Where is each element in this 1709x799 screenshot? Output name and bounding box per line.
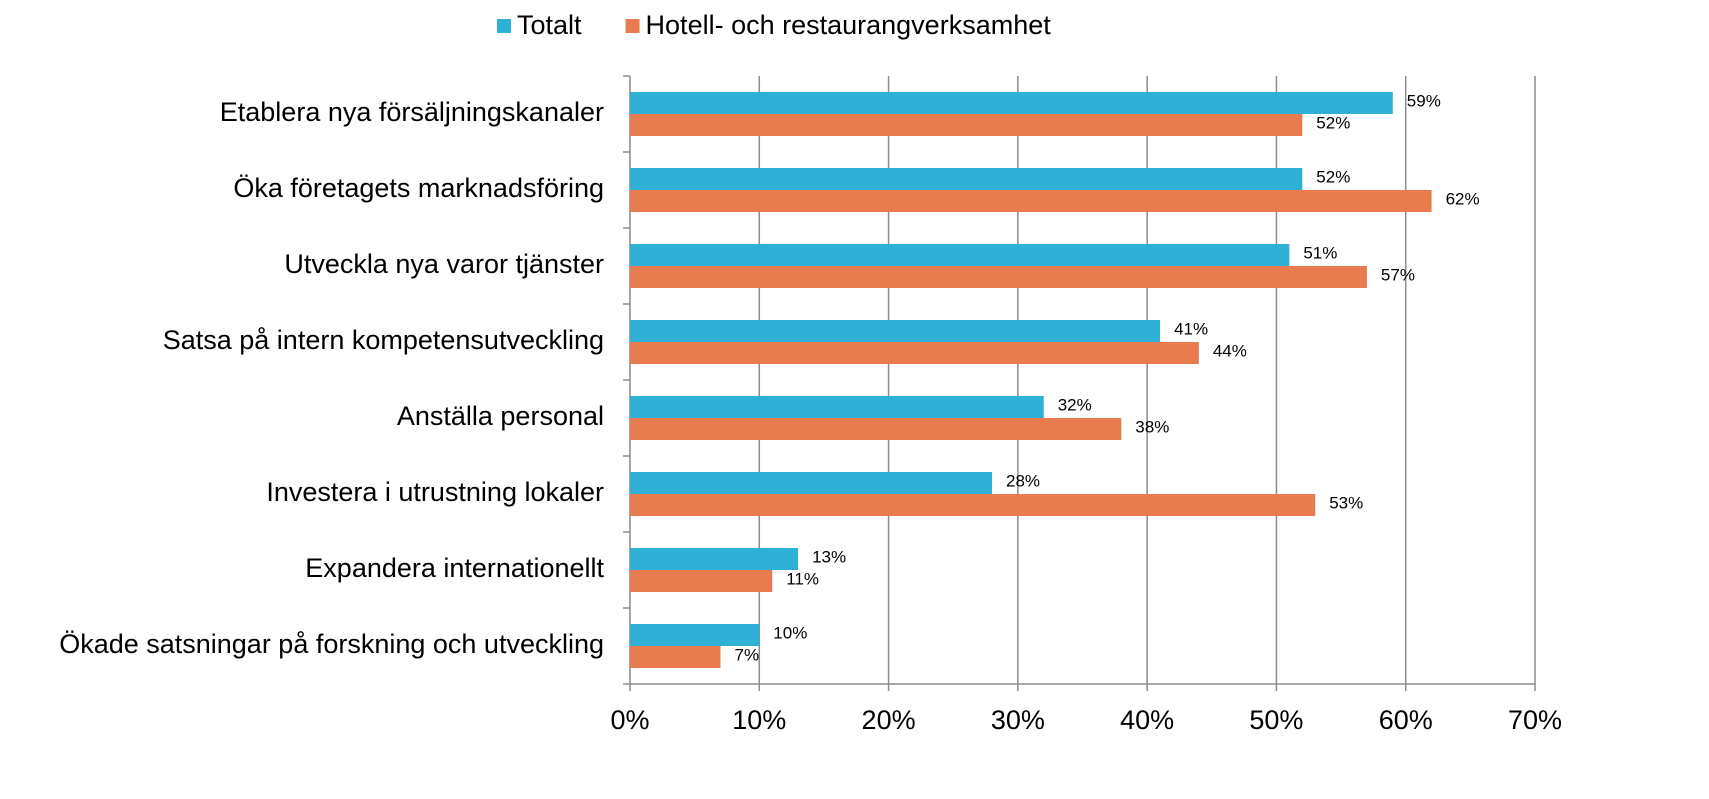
x-tick-label: 50% [1249,705,1303,735]
data-label: 28% [1006,471,1040,490]
legend-label: Hotell- och restaurangverksamhet [646,10,1052,40]
category-label: Satsa på intern kompetensutveckling [163,325,604,355]
bar [630,266,1367,288]
x-tick-label: 0% [610,705,649,735]
bar [630,548,799,570]
data-label: 44% [1213,341,1247,360]
bar [630,624,760,646]
x-tick-label: 20% [862,705,916,735]
bar [630,472,992,494]
bar [630,646,721,668]
bar [630,244,1290,266]
bar [630,114,1303,136]
x-tick-label: 10% [732,705,786,735]
bar [630,320,1161,342]
category-label: Investera i utrustning lokaler [266,477,604,507]
data-label: 11% [786,569,819,588]
data-label: 51% [1303,243,1337,262]
bar [630,342,1199,364]
x-tick-label: 40% [1120,705,1174,735]
x-tick-label: 70% [1508,705,1562,735]
data-label: 41% [1174,319,1208,338]
category-label: Ökade satsningar på forskning och utveck… [59,629,604,659]
bar [630,494,1316,516]
x-tick-label: 60% [1379,705,1433,735]
category-label: Öka företagets marknadsföring [233,173,604,203]
category-label: Etablera nya försäljningskanaler [220,97,604,127]
data-label: 62% [1446,189,1480,208]
data-label: 52% [1316,167,1350,186]
data-label: 52% [1316,113,1350,132]
data-label: 7% [735,645,760,664]
bar [630,396,1044,418]
legend-label: Totalt [517,10,582,40]
data-label: 53% [1329,493,1363,512]
bar [630,190,1432,212]
category-label: Anställa personal [397,401,604,431]
bar [630,570,773,592]
data-label: 32% [1058,395,1092,414]
legend-swatch [497,19,511,33]
data-label: 59% [1407,91,1441,110]
bar [630,168,1303,190]
data-label: 10% [773,623,807,642]
category-label: Expandera internationellt [305,553,604,583]
data-label: 57% [1381,265,1415,284]
category-label: Utveckla nya varor tjänster [284,249,604,279]
x-tick-label: 30% [991,705,1045,735]
data-label: 38% [1135,417,1169,436]
bar [630,92,1393,114]
data-label: 13% [812,547,846,566]
legend-swatch [625,19,640,33]
bar [630,418,1122,440]
